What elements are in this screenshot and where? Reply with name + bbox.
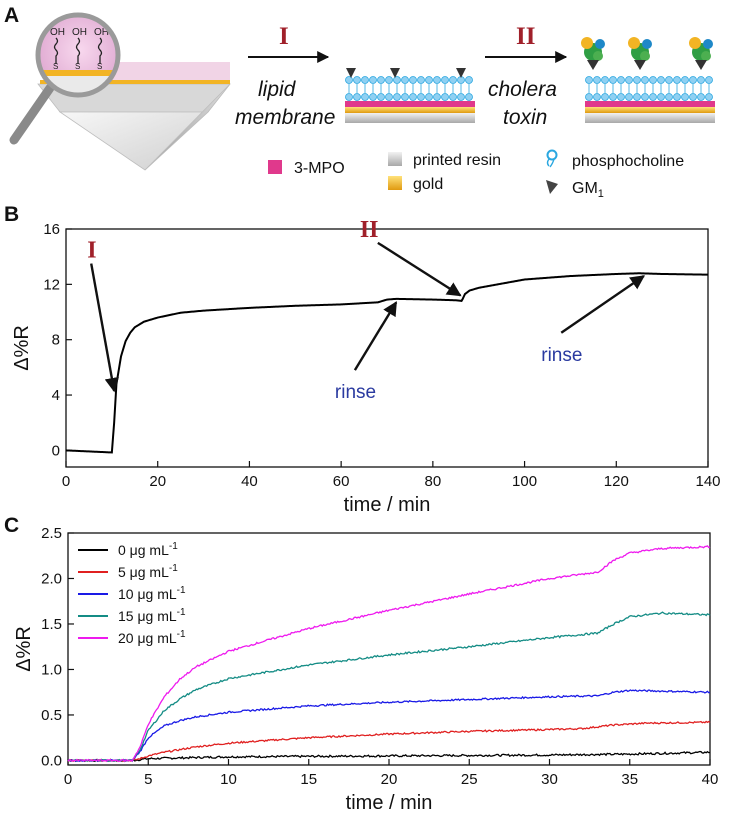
chart-c-legend-label: 0 μg mL-1 bbox=[118, 541, 178, 558]
legend-swatch-resin bbox=[388, 152, 402, 166]
chart-c-x-tick-label: 35 bbox=[621, 771, 638, 788]
chart-c-y-tick-label: 2.5 bbox=[41, 525, 62, 542]
step-2-text-1: cholera bbox=[488, 78, 557, 101]
chart-b-x-tick-label: 40 bbox=[241, 473, 258, 490]
chart-c-x-tick-label: 0 bbox=[64, 771, 72, 788]
chart-b-annotation-arrow bbox=[560, 275, 645, 334]
chart-b-x-tick-label: 20 bbox=[149, 473, 166, 490]
chart-c-x-tick-label: 15 bbox=[300, 771, 317, 788]
chart-c-x-tick-label: 10 bbox=[220, 771, 237, 788]
chart-b-y-axis-title: Δ%R bbox=[11, 325, 33, 371]
chart-c-series-line bbox=[67, 689, 711, 763]
chart-c-legend: 0 μg mL-1 5 μg mL-1 10 μg mL-1 15 μg mL-1 20… bbox=[78, 541, 186, 646]
chart-b-x-tick-label: 100 bbox=[512, 473, 537, 490]
chart-c-x-tick-label: 25 bbox=[461, 771, 478, 788]
chart-b-x-tick-label: 80 bbox=[425, 473, 442, 490]
chart-b-y-tick-label: 16 bbox=[43, 221, 60, 238]
legend-swatch-3mpo bbox=[268, 160, 282, 174]
chart-b-x-tick-label: 120 bbox=[604, 473, 629, 490]
legend-label-gold: gold bbox=[413, 176, 443, 193]
chart-b-y-tick-label: 12 bbox=[43, 276, 60, 293]
chart-c-y-tick-label: 1.5 bbox=[41, 616, 62, 633]
panel-a-letter: A bbox=[4, 4, 19, 27]
panel-b-letter: B bbox=[4, 203, 19, 226]
toxin-bound-membrane-illustration bbox=[581, 37, 715, 123]
s-label-2: S bbox=[75, 62, 80, 71]
chart-c-series-line bbox=[67, 750, 711, 763]
chart-b-x-tick-label: 140 bbox=[695, 473, 720, 490]
oh-label-1: OH bbox=[50, 27, 65, 38]
chart-c-x-tick-label: 40 bbox=[702, 771, 719, 788]
chart-c-x-tick-label: 5 bbox=[144, 771, 152, 788]
panel-c: C 0 5 10 15 20 25 30 35 40 0.0 0.5 1.0 1.5 2.0 2.5 time… bbox=[4, 514, 718, 814]
legend-label-3mpo: 3-MPO bbox=[294, 160, 345, 177]
gm1-icon bbox=[546, 180, 558, 194]
chart-c-legend-label: 5 μg mL-1 bbox=[118, 563, 178, 580]
panel-c-letter: C bbox=[4, 514, 19, 537]
chart-b-rinse-label: rinse bbox=[541, 345, 582, 366]
chart-b-step-label: I bbox=[87, 238, 96, 264]
panel-a: A OH OH bbox=[4, 4, 715, 200]
oh-label-2: OH bbox=[72, 27, 87, 38]
chart-b-x-tick-label: 60 bbox=[333, 473, 350, 490]
chart-b-y-tick-label: 4 bbox=[52, 387, 60, 404]
step-2-text-2: toxin bbox=[503, 106, 547, 129]
panel-b: B 0 20 40 60 80 100 120 140 0 4 8 12 16 time / min Δ%R… bbox=[4, 203, 721, 516]
step-1-label: I bbox=[279, 23, 289, 50]
chart-b-y-tick-label: 8 bbox=[52, 332, 60, 349]
chart-b-annotation-arrow bbox=[90, 263, 119, 393]
schematic-legend: 3-MPO printed resin gold phosphocholine … bbox=[268, 149, 684, 200]
chart-b-step-label: II bbox=[360, 217, 379, 243]
s-label-1: S bbox=[53, 62, 58, 71]
oh-label-3: OH bbox=[94, 27, 109, 38]
chart-c-x-axis-title: time / min bbox=[346, 792, 433, 814]
chart-c-y-tick-label: 0.0 bbox=[41, 752, 62, 769]
chart-b-x-axis-title: time / min bbox=[344, 494, 431, 516]
step-1-text-2: membrane bbox=[235, 106, 335, 129]
step-1-text-1: lipid bbox=[258, 78, 297, 101]
chart-c: 0 5 10 15 20 25 30 35 40 0.0 0.5 1.0 1.5 2.0 2.5 time /… bbox=[13, 525, 718, 814]
chart-c-y-tick-label: 2.0 bbox=[41, 570, 62, 587]
legend-label-phosphocholine: phosphocholine bbox=[572, 153, 684, 170]
magnifier-icon: OH OH OH S S S bbox=[9, 12, 121, 145]
chart-c-series-line bbox=[67, 720, 711, 763]
step-2-label: II bbox=[516, 23, 535, 50]
chart-c-legend-label: 20 μg mL-1 bbox=[118, 629, 186, 646]
chart-c-legend-label: 10 μg mL-1 bbox=[118, 585, 186, 602]
legend-label-resin: printed resin bbox=[413, 152, 501, 169]
chart-b-x-tick-label: 0 bbox=[62, 473, 70, 490]
chart-c-series-line bbox=[67, 545, 711, 763]
chart-c-y-tick-label: 1.0 bbox=[41, 661, 62, 678]
chart-b-trace-line bbox=[65, 272, 709, 454]
lipid-membrane-illustration bbox=[345, 68, 475, 123]
chart-b-annotation-arrow bbox=[353, 301, 398, 371]
chart-c-legend-label: 15 μg mL-1 bbox=[118, 607, 186, 624]
phosphocholine-icon bbox=[546, 149, 558, 168]
chart-b-plot-frame bbox=[65, 228, 709, 468]
legend-swatch-gold bbox=[388, 176, 402, 190]
chart-c-y-tick-label: 0.5 bbox=[41, 707, 62, 724]
s-label-3: S bbox=[97, 62, 102, 71]
cholera-toxin-protein-icons bbox=[581, 37, 713, 70]
legend-label-gm1: GM1 bbox=[572, 180, 604, 200]
chart-c-y-axis-title: Δ%R bbox=[13, 626, 35, 672]
chart-b-annotation-arrow bbox=[377, 241, 462, 297]
chart-c-series-line bbox=[67, 611, 711, 763]
chart-c-x-tick-label: 30 bbox=[541, 771, 558, 788]
chart-b-rinse-label: rinse bbox=[335, 382, 376, 403]
chart-c-x-tick-label: 20 bbox=[381, 771, 398, 788]
chart-b-y-tick-label: 0 bbox=[52, 442, 60, 459]
